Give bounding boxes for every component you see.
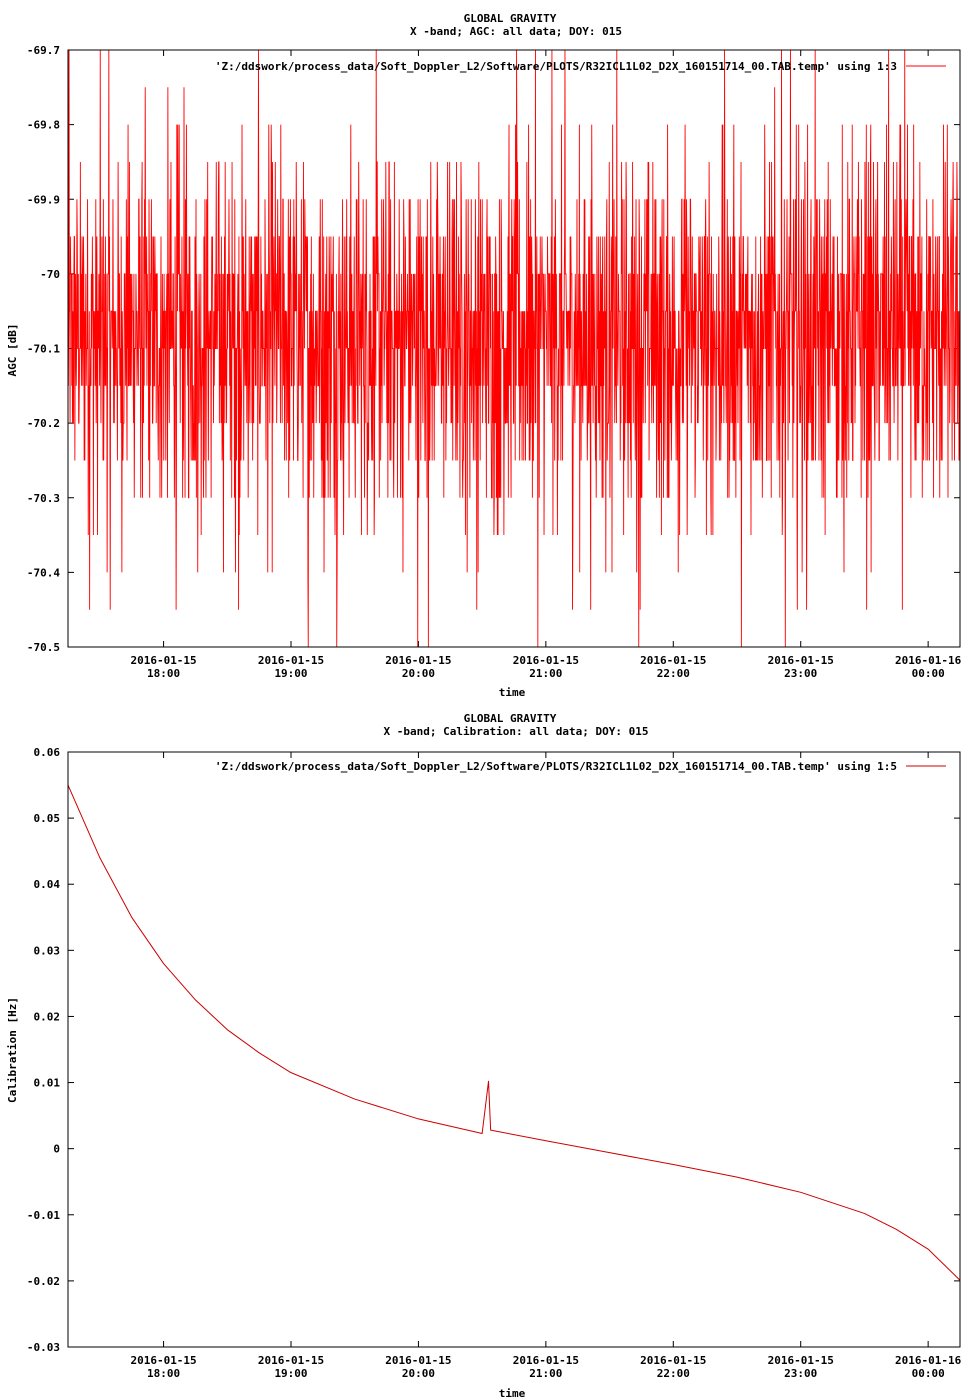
chart-subtitle: X -band; AGC: all data; DOY: 015	[410, 25, 622, 38]
x-tick-date: 2016-01-16	[895, 654, 962, 667]
x-tick-time: 18:00	[147, 667, 180, 680]
y-tick-label: -69.7	[27, 44, 60, 57]
x-axis-label: time	[499, 686, 526, 699]
x-tick-date: 2016-01-15	[513, 1354, 579, 1367]
y-tick-label: 0.05	[34, 812, 61, 825]
chart-title: GLOBAL GRAVITY	[464, 712, 557, 725]
x-tick-time: 21:00	[529, 1367, 562, 1380]
x-tick-time: 00:00	[912, 1367, 945, 1380]
x-tick-date: 2016-01-15	[258, 654, 324, 667]
x-ticks: 2016-01-1518:002016-01-1519:002016-01-15…	[130, 50, 962, 680]
y-ticks: -69.7 -69.8 -69.9 -70 -70.1 -70.2 -70.3 -70.4 -7…	[27, 44, 960, 654]
x-tick-time: 22:00	[657, 1367, 690, 1380]
x-tick-date: 2016-01-15	[130, 1354, 196, 1367]
x-tick-time: 20:00	[402, 1367, 435, 1380]
y-tick-label: 0.03	[34, 944, 61, 957]
x-tick-time: 22:00	[657, 667, 690, 680]
y-ticks: 0.06 0.05 0.04 0.03 0.02 0.01 0 -0.01 -0.02 -0.03	[27, 746, 960, 1354]
calibration-series-line	[67, 784, 961, 1281]
y-tick-label: -70	[40, 268, 60, 281]
y-tick-label: 0	[53, 1143, 60, 1156]
y-tick-label: -0.03	[27, 1341, 60, 1354]
plot-area	[67, 49, 961, 648]
y-tick-label: -70.4	[27, 566, 60, 579]
x-tick-time: 00:00	[912, 667, 945, 680]
x-tick-date: 2016-01-16	[895, 1354, 962, 1367]
x-axis-label: time	[499, 1387, 526, 1400]
x-tick-date: 2016-01-15	[385, 1354, 451, 1367]
x-tick-time: 19:00	[274, 667, 307, 680]
x-tick-time: 23:00	[784, 667, 817, 680]
y-tick-label: -0.02	[27, 1275, 60, 1288]
x-tick-time: 21:00	[529, 667, 562, 680]
legend-label: 'Z:/ddswork/process_data/Soft_Doppler_L2…	[215, 760, 897, 773]
legend-label: 'Z:/ddswork/process_data/Soft_Doppler_L2…	[215, 60, 897, 73]
agc-chart: GLOBAL GRAVITY X -band; AGC: all data; D…	[6, 12, 962, 699]
x-tick-date: 2016-01-15	[640, 1354, 706, 1367]
y-axis-label: AGC [dB]	[6, 324, 19, 377]
x-tick-date: 2016-01-15	[768, 654, 834, 667]
y-tick-label: -70.1	[27, 343, 60, 356]
y-tick-label: -70.5	[27, 641, 60, 654]
x-tick-time: 18:00	[147, 1367, 180, 1380]
x-tick-date: 2016-01-15	[768, 1354, 834, 1367]
agc-series-line	[67, 49, 961, 648]
x-tick-time: 20:00	[402, 667, 435, 680]
x-tick-time: 19:00	[274, 1367, 307, 1380]
y-tick-label: -69.8	[27, 119, 60, 132]
x-tick-date: 2016-01-15	[385, 654, 451, 667]
plot-frame	[67, 49, 961, 648]
x-tick-date: 2016-01-15	[513, 654, 579, 667]
chart-subtitle: X -band; Calibration: all data; DOY: 015	[384, 725, 649, 738]
y-axis-label: Calibration [Hz]	[6, 997, 19, 1103]
x-tick-date: 2016-01-15	[258, 1354, 324, 1367]
x-tick-date: 2016-01-15	[130, 654, 196, 667]
y-tick-label: 0.01	[34, 1077, 61, 1090]
y-tick-label: -0.01	[27, 1209, 60, 1222]
y-tick-label: 0.02	[34, 1010, 61, 1023]
x-tick-date: 2016-01-15	[640, 654, 706, 667]
calibration-chart: GLOBAL GRAVITY X -band; Calibration: all…	[6, 712, 962, 1400]
chart-title: GLOBAL GRAVITY	[464, 12, 557, 25]
y-tick-label: -70.3	[27, 492, 60, 505]
y-tick-label: 0.04	[34, 878, 61, 891]
x-ticks: 2016-01-1518:002016-01-1519:002016-01-15…	[130, 752, 962, 1380]
y-tick-label: -70.2	[27, 417, 60, 430]
y-tick-label: -69.9	[27, 193, 60, 206]
plot-frame	[67, 751, 961, 1348]
x-tick-time: 23:00	[784, 1367, 817, 1380]
y-tick-label: 0.06	[34, 746, 61, 759]
plot-area	[67, 784, 961, 1281]
